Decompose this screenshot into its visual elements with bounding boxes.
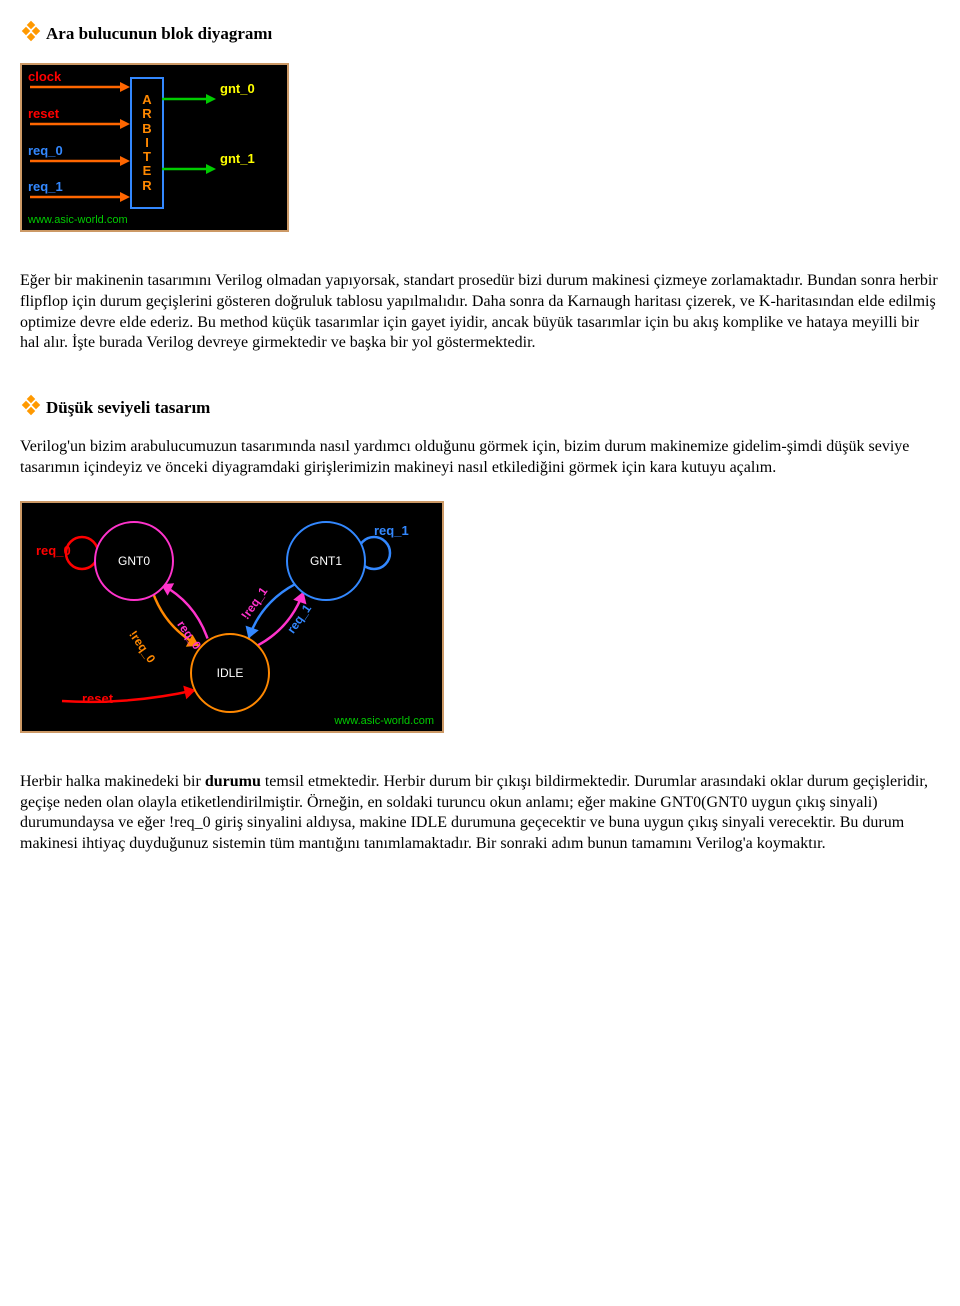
state-circle: IDLE [190, 633, 270, 713]
state-label: GNT0 [118, 554, 150, 568]
paragraph-3-bold: durumu [205, 773, 261, 790]
paragraph-2: Verilog'un bizim arabulucumuzun tasarımı… [20, 437, 940, 479]
block-diagram: ARBITERclockresetreq_0req_1gnt_0gnt_1www… [22, 65, 287, 230]
paragraph-1: Eğer bir makinenin tasarımını Verilog ol… [20, 271, 940, 354]
paragraph-3-text: Herbir halka makinedeki bir [20, 773, 205, 790]
diamond-icon [20, 20, 42, 47]
section1-title: Ara bulucunun blok diyagramı [46, 24, 272, 44]
reset-label: reset [82, 691, 113, 706]
block-input-label: req_1 [28, 179, 63, 194]
section-heading-row: Ara bulucunun blok diyagramı [20, 20, 940, 47]
state-circle: GNT1 [286, 521, 366, 601]
state-circle: GNT0 [94, 521, 174, 601]
self-loop-label: req_0 [36, 543, 71, 558]
section-heading-row: Düşük seviyeli tasarım [20, 394, 940, 421]
state-diagram-frame: !req_0req_0!req_1req_1req_0req_1resetGNT… [20, 501, 444, 733]
block-input-label: reset [28, 106, 59, 121]
state-label: IDLE [217, 666, 244, 680]
diamond-icon [20, 394, 42, 421]
block-output-label: gnt_1 [220, 151, 255, 166]
state-label: GNT1 [310, 554, 342, 568]
paragraph-3: Herbir halka makinedeki bir durumu temsi… [20, 772, 940, 855]
section2-title: Düşük seviyeli tasarım [46, 398, 210, 418]
state-diagram: !req_0req_0!req_1req_1req_0req_1resetGNT… [22, 503, 442, 731]
self-loop-label: req_1 [374, 523, 409, 538]
block-diagram-frame: ARBITERclockresetreq_0req_1gnt_0gnt_1www… [20, 63, 289, 232]
block-input-label: req_0 [28, 143, 63, 158]
block-input-label: clock [28, 69, 61, 84]
diagram-footer: www.asic-world.com [28, 214, 128, 226]
block-output-label: gnt_0 [220, 81, 255, 96]
diagram-footer: www.asic-world.com [334, 715, 434, 727]
